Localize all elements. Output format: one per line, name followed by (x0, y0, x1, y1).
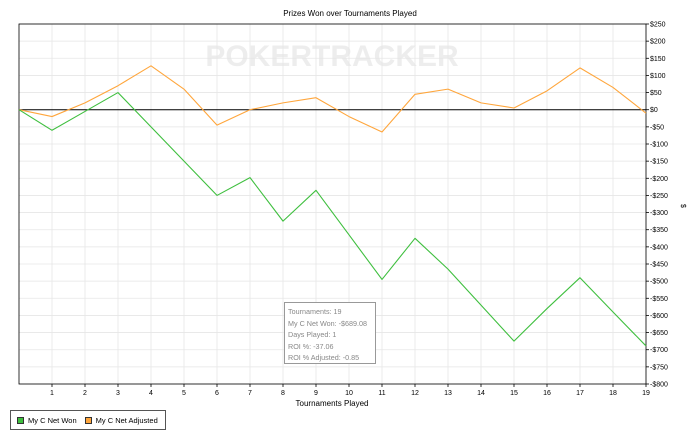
x-tick-label: 2 (83, 390, 87, 397)
chart-title: Prizes Won over Tournaments Played (283, 9, 417, 18)
x-axis-title: Tournaments Played (296, 399, 369, 408)
x-tick-label: 14 (477, 390, 485, 397)
y-tick-label: -$150 (650, 159, 668, 166)
x-tick-label: 17 (576, 390, 584, 397)
x-tick-label: 8 (281, 390, 285, 397)
chart-legend: My C Net Won My C Net Adjusted (10, 410, 166, 430)
x-tick-label: 7 (248, 390, 252, 397)
y-tick-label: $250 (650, 22, 666, 29)
x-tick-label: 19 (642, 390, 650, 397)
y-tick-label: -$250 (650, 193, 668, 200)
y-axis-title: $ (679, 204, 686, 208)
legend-label-net-won: My C Net Won (28, 415, 77, 425)
legend-item-net-won[interactable]: My C Net Won (17, 416, 77, 425)
series-line-net-adjusted (18, 65, 647, 133)
x-tick-label: 3 (116, 390, 120, 397)
tooltip-line-net-won: My C Net Won: -$689.08 (288, 318, 367, 328)
x-tick-label: 12 (411, 390, 419, 397)
y-tick-label: -$500 (650, 279, 668, 286)
x-tick-label: 16 (543, 390, 551, 397)
legend-label-net-adjusted: My C Net Adjusted (95, 415, 158, 425)
y-tick-label: -$550 (650, 296, 668, 303)
y-tick-label: -$350 (650, 227, 668, 234)
legend-swatch-net-adjusted (84, 416, 92, 424)
x-tick-label: 10 (345, 390, 353, 397)
watermark: POKERTRACKER (205, 40, 459, 73)
y-tick-label: $150 (650, 56, 666, 63)
y-tick-label: $200 (650, 39, 666, 46)
x-tick-label: 11 (378, 390, 385, 397)
tooltip-line-roi: ROI %: -37.06 (288, 341, 334, 351)
x-tick-label: 1 (50, 390, 54, 397)
series-layer (18, 65, 647, 347)
tooltip-line-tournaments: Tournaments: 19 (288, 307, 342, 316)
y-tick-label: -$600 (650, 313, 668, 320)
plot-area-border (18, 23, 647, 385)
y-tick-label: -$200 (650, 176, 668, 183)
y-tick-label: -$50 (650, 124, 664, 131)
x-tick-label: 4 (149, 390, 153, 397)
tooltip-line-days-played: Days Played: 1 (288, 330, 337, 339)
y-tick-label: $0 (650, 107, 658, 114)
legend-item-net-adjusted[interactable]: My C Net Adjusted (84, 415, 158, 425)
x-tick-label: 18 (609, 390, 617, 397)
data-tooltip: Tournaments: 19 My C Net Won: -$689.08 D… (284, 302, 376, 364)
y-tick-label: -$300 (650, 210, 668, 217)
x-tick-label: 9 (314, 390, 318, 397)
y-tick-label: $50 (650, 90, 662, 97)
y-tick-label: -$650 (650, 330, 668, 337)
y-tick-label: -$700 (650, 347, 668, 354)
y-tick-label: -$800 (650, 382, 668, 389)
y-tick-label: -$100 (650, 142, 668, 149)
x-tick-label: 6 (215, 390, 219, 397)
x-tick-label: 15 (510, 390, 518, 397)
x-tick-label: 5 (182, 390, 186, 397)
series-line-net-won (18, 92, 647, 347)
y-tick-label: -$750 (650, 364, 668, 371)
tooltip-line-roi-adjusted: ROI % Adjusted: -0.85 (288, 353, 360, 362)
y-tick-label: -$400 (650, 244, 668, 251)
x-tick-label: 13 (444, 390, 452, 397)
y-tick-label: -$450 (650, 262, 668, 269)
axis-layer: $250 $200 $150 $100 $50 $0 -$50 -$100 -$150 -$200… (50, 22, 668, 398)
legend-swatch-net-won (17, 416, 24, 424)
y-tick-label: $100 (650, 73, 666, 80)
